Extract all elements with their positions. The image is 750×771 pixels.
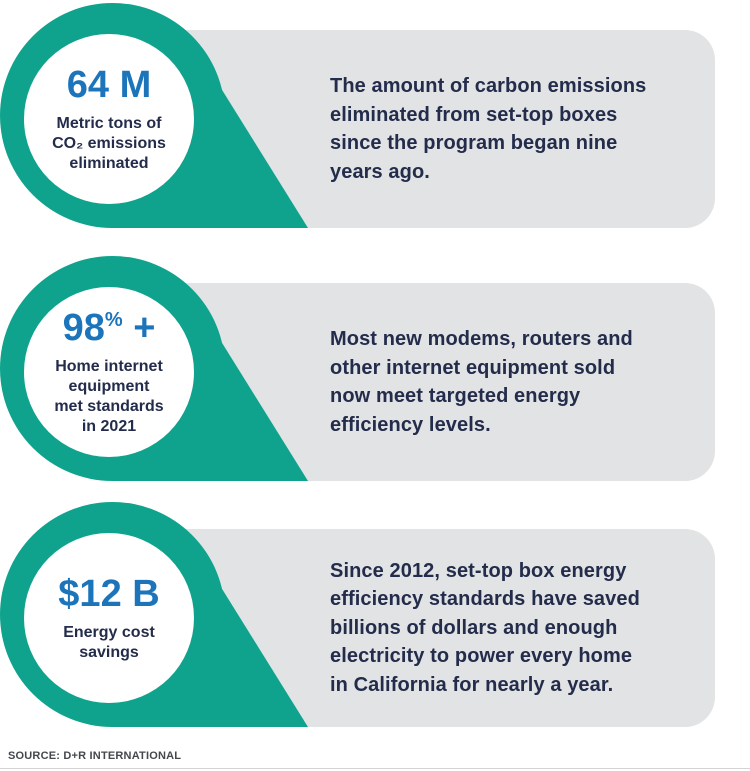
stat-card-standards: Most new modems, routers and other inter… — [0, 256, 750, 488]
description-text: Since 2012, set-top box energy efficienc… — [330, 559, 640, 696]
description-text: The amount of carbon emissions eliminate… — [330, 75, 647, 183]
stat-value: $12 B — [58, 572, 160, 615]
stat-value: 98 — [62, 306, 105, 349]
stat-card-emissions: The amount of carbon emissions eliminate… — [0, 3, 750, 235]
stat-value: 64 M — [66, 63, 152, 106]
bottom-divider — [0, 768, 750, 769]
stat-badge: 64 M Metric tons of CO₂ emissions elimin… — [24, 34, 194, 204]
stat-number: $12 B — [58, 574, 159, 620]
stat-badge: 98% + Home internet equipment met standa… — [24, 287, 194, 457]
stat-card-savings: Since 2012, set-top box energy efficienc… — [0, 502, 750, 734]
stat-suffix: + — [122, 306, 156, 349]
stat-number: 98% + — [63, 308, 156, 354]
source-attribution: SOURCE: D+R INTERNATIONAL — [8, 750, 182, 762]
description-text: Most new modems, routers and other inter… — [330, 328, 633, 436]
stat-label: Energy cost savings — [63, 623, 155, 661]
stat-badge: $12 B Energy cost savings — [24, 533, 194, 703]
stat-label: Metric tons of CO₂ emissions eliminated — [52, 114, 166, 172]
stat-superscript: % — [104, 308, 123, 331]
stat-label: Home internet equipment met standards in… — [54, 357, 164, 435]
stat-number: 64 M — [67, 65, 151, 111]
